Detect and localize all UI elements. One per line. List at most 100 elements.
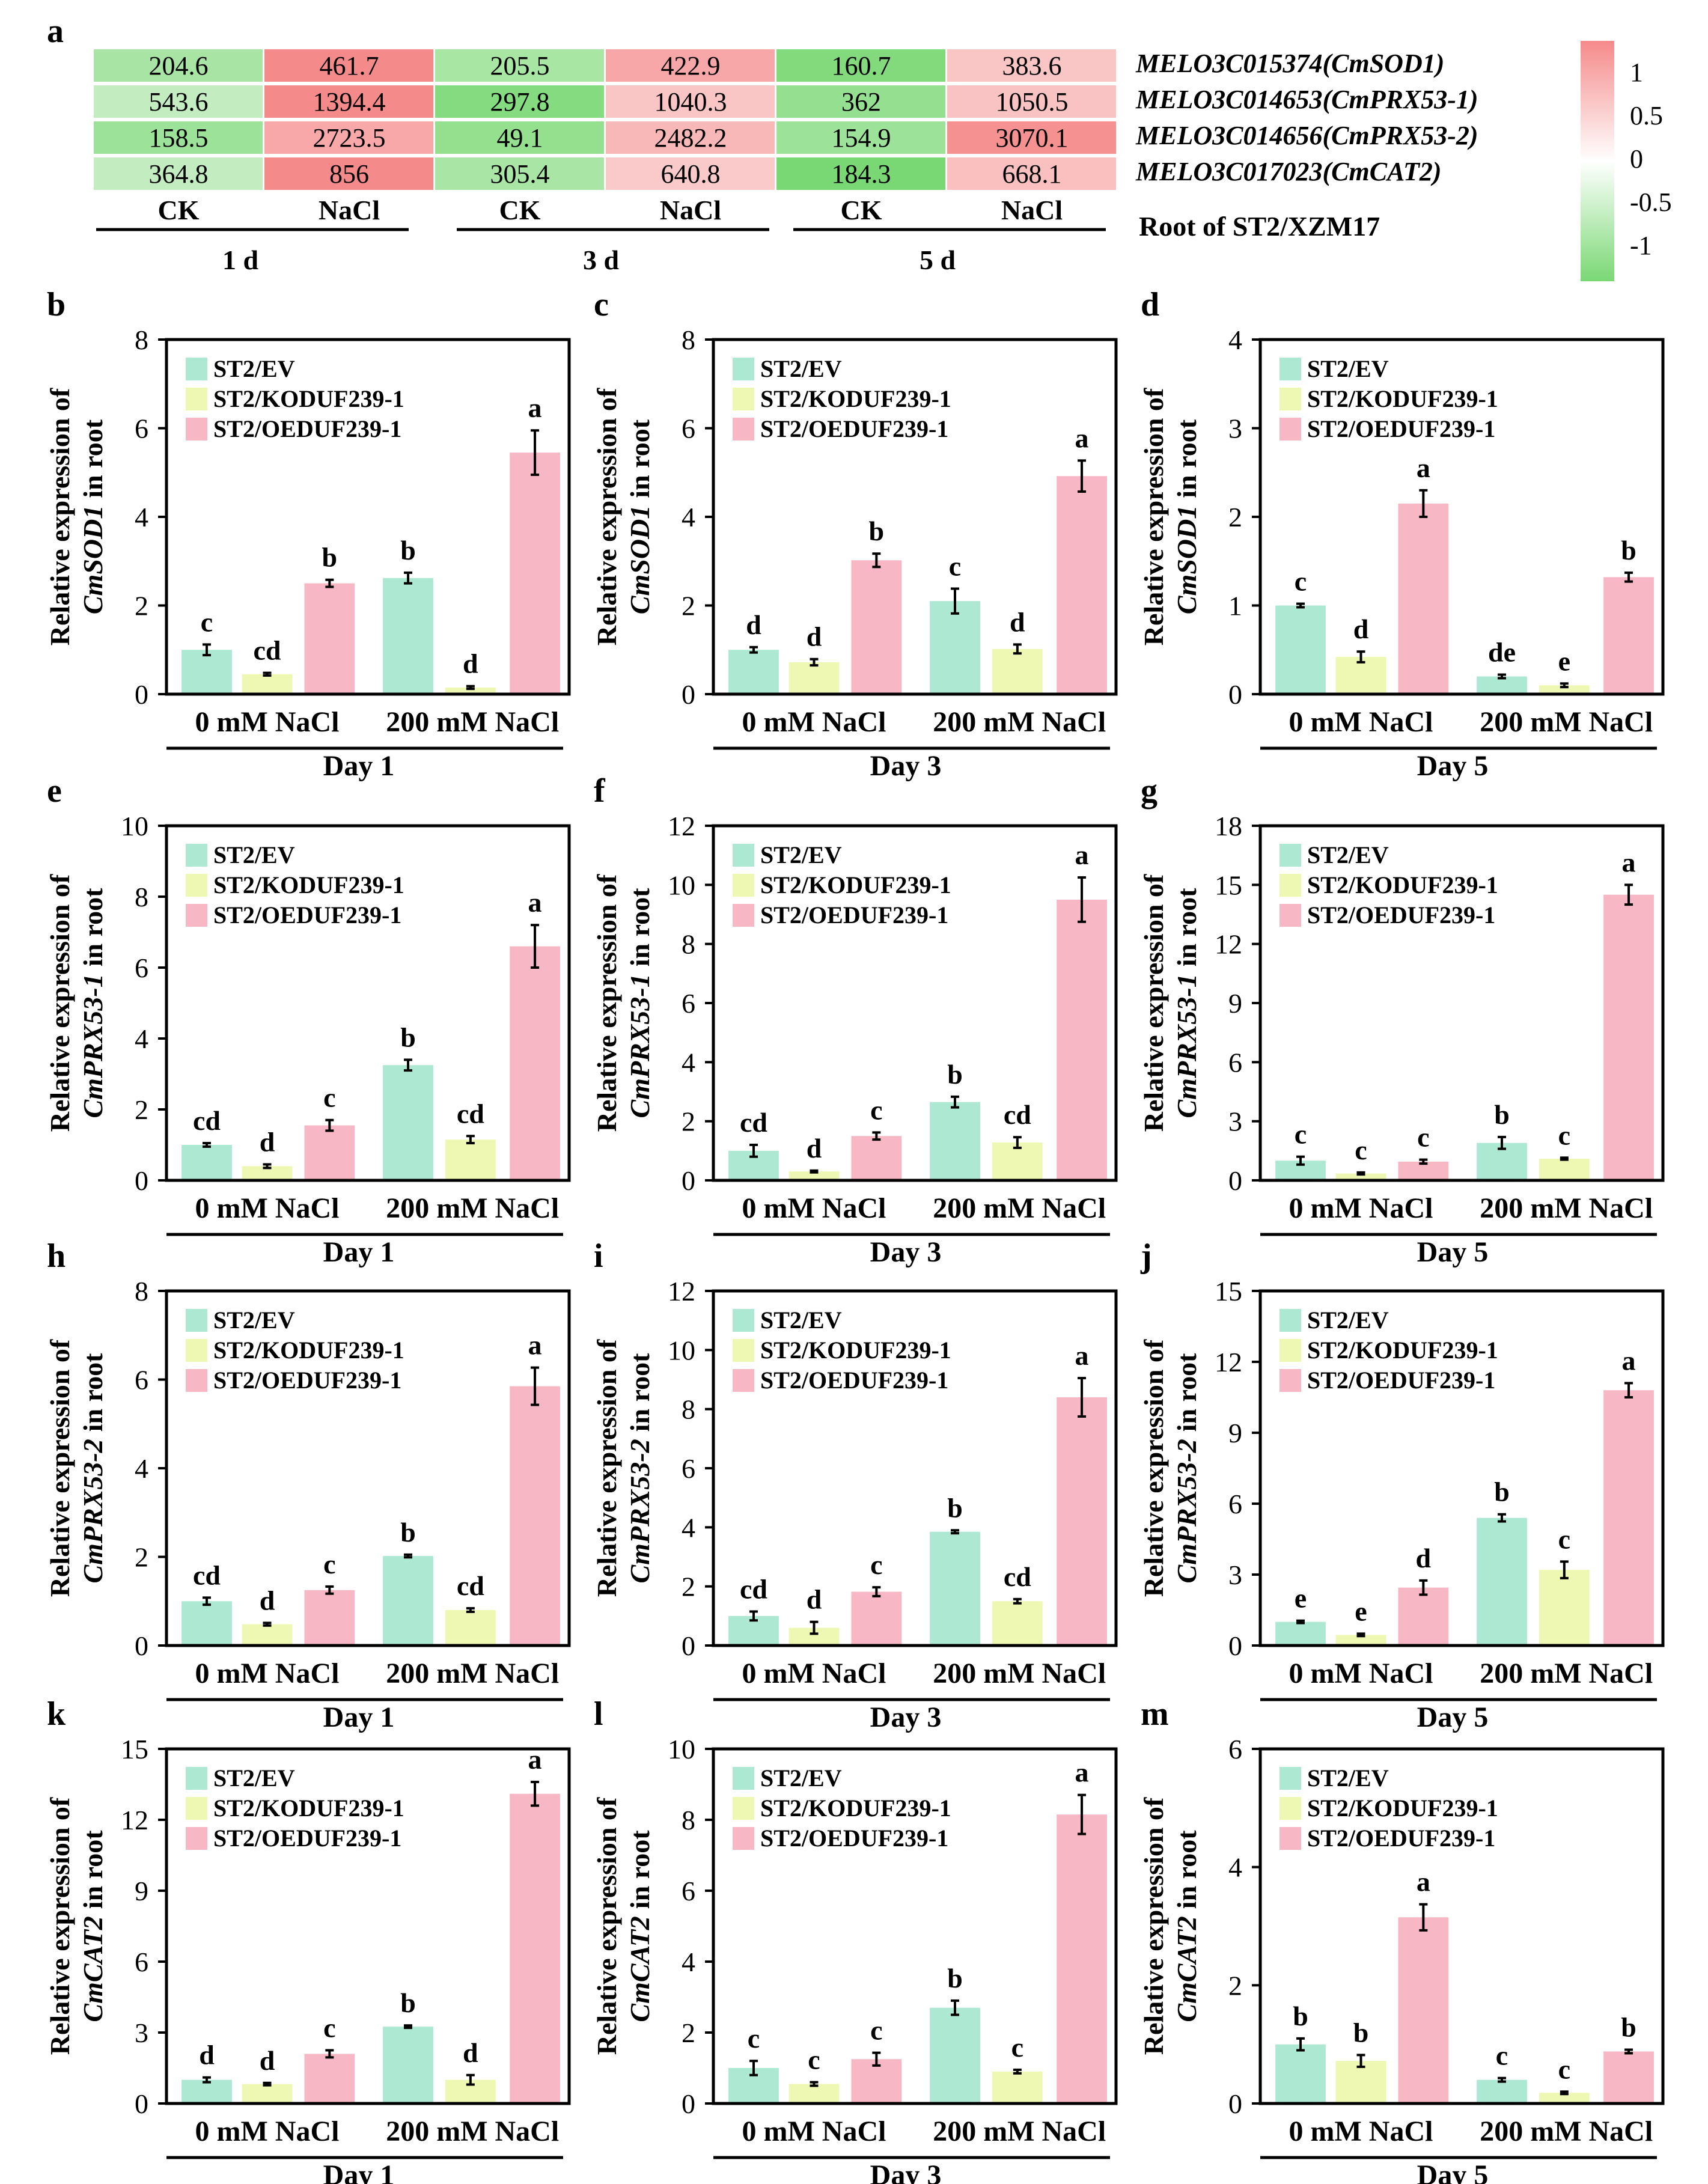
heatmap-cell-value: 1040.3 bbox=[654, 87, 727, 117]
heatmap-cell-value: 1050.5 bbox=[996, 87, 1069, 117]
legend-label: ST2/OEDUF239-1 bbox=[1307, 901, 1495, 929]
legend-label: ST2/OEDUF239-1 bbox=[760, 1825, 948, 1852]
legend-swatch bbox=[1279, 1309, 1301, 1332]
significance-letter: b bbox=[947, 1492, 963, 1523]
x-group-label: 0 mM NaCl bbox=[742, 2115, 886, 2147]
y-axis-title: Relative expression of bbox=[44, 1339, 75, 1597]
panel-letter-h: h bbox=[47, 1237, 66, 1275]
significance-letter: e bbox=[1355, 1596, 1367, 1626]
significance-letter: c bbox=[1496, 2040, 1508, 2071]
panel-letter-g: g bbox=[1141, 772, 1157, 810]
legend-swatch bbox=[1279, 358, 1301, 380]
significance-letter: e bbox=[1295, 1583, 1307, 1614]
legend-swatch bbox=[733, 874, 754, 897]
significance-letter: c bbox=[1295, 1119, 1307, 1150]
bar-st2-oeduf239-1 bbox=[1057, 476, 1107, 694]
bar-st2-ev bbox=[383, 1065, 433, 1180]
plot-frame bbox=[712, 1747, 1118, 2105]
bar-chart-panel-h: h Relative expression of CmPRX53-2 in root 0… bbox=[44, 1237, 571, 1733]
bar-st2-oeduf239-1 bbox=[851, 1136, 902, 1180]
x-group-label: 200 mM NaCl bbox=[386, 2115, 559, 2147]
y-tick-label: 6 bbox=[1228, 1047, 1242, 1078]
bar-st2-ev bbox=[1275, 605, 1326, 694]
y-axis-title: Relative expression of bbox=[1138, 1797, 1169, 2055]
y-axis-title-prefix: Relative expression of bbox=[591, 874, 622, 1132]
bar-st2-ev bbox=[930, 1531, 980, 1646]
significance-letter: d bbox=[463, 2037, 478, 2068]
legend-swatch bbox=[1279, 904, 1301, 927]
y-tick-label: 8 bbox=[135, 1276, 148, 1307]
significance-letter: c bbox=[323, 2013, 335, 2043]
heatmap-cell-value: 305.4 bbox=[490, 159, 550, 189]
plot-frame bbox=[712, 824, 1118, 1182]
heatmap-cell bbox=[606, 157, 775, 190]
y-tick-label: 0 bbox=[682, 2088, 695, 2119]
y-axis-title-suffix: in root bbox=[78, 1353, 108, 1432]
heatmap-cell bbox=[947, 85, 1116, 118]
y-tick-label: 6 bbox=[1228, 1489, 1242, 1519]
panel-letter-a: a bbox=[47, 13, 64, 50]
bar-chart-panel-i: i Relative expression of CmPRX53-2 in root 0… bbox=[591, 1237, 1118, 1733]
legend-swatch bbox=[1279, 1827, 1301, 1850]
significance-letter: b bbox=[322, 542, 338, 573]
heatmap-cell bbox=[606, 85, 775, 118]
column-label: CK bbox=[841, 195, 882, 225]
significance-letter: d bbox=[199, 2040, 215, 2070]
y-axis-gene: CmPRX53-1 bbox=[1171, 974, 1202, 1118]
significance-letter: a bbox=[1622, 847, 1636, 877]
legend-swatch bbox=[186, 1339, 207, 1362]
heatmap-cell bbox=[435, 85, 604, 118]
legend-swatch bbox=[186, 418, 207, 441]
significance-letter: c bbox=[1355, 1135, 1367, 1165]
legend-swatch bbox=[1279, 1369, 1301, 1392]
bar-st2-koduf239-1 bbox=[1539, 685, 1590, 694]
legend-swatch bbox=[186, 1827, 207, 1850]
legend-swatch bbox=[733, 1369, 754, 1392]
y-tick-label: 2 bbox=[1228, 502, 1242, 532]
y-tick-label: 9 bbox=[1228, 988, 1242, 1019]
legend-swatch bbox=[733, 1797, 754, 1820]
y-tick-label: 10 bbox=[668, 1335, 695, 1365]
colorbar-tick: 0.5 bbox=[1630, 101, 1663, 130]
bar-st2-koduf239-1 bbox=[445, 1610, 496, 1646]
legend-label: ST2/OEDUF239-1 bbox=[760, 1367, 948, 1394]
significance-letter: a bbox=[528, 887, 542, 918]
heatmap-cell-value: 1394.4 bbox=[313, 87, 386, 117]
significance-letter: a bbox=[1417, 453, 1430, 483]
y-tick-label: 4 bbox=[682, 1512, 695, 1543]
bar-st2-oeduf239-1 bbox=[1603, 1390, 1654, 1646]
significance-letter: c bbox=[1417, 1122, 1429, 1153]
heatmap-cell-value: 362 bbox=[841, 87, 881, 117]
significance-letter: b bbox=[400, 535, 416, 566]
y-axis-gene: CmSOD1 bbox=[78, 505, 108, 614]
y-tick-label: 6 bbox=[135, 413, 148, 444]
y-axis-gene: CmPRX53-2 bbox=[1171, 1439, 1202, 1583]
x-group-label: 200 mM NaCl bbox=[1480, 1658, 1653, 1689]
y-tick-label: 8 bbox=[135, 882, 148, 912]
y-axis-gene: CmPRX53-1 bbox=[78, 974, 108, 1118]
gene-label: MELO3C014653(CmPRX53-1) bbox=[1135, 85, 1478, 114]
column-label: NaCl bbox=[319, 195, 380, 225]
legend-swatch bbox=[1279, 1767, 1301, 1790]
heatmap-cell-value: 154.9 bbox=[832, 123, 891, 153]
y-axis-gene: CmPRX53-1 bbox=[624, 974, 655, 1118]
legend-label: ST2/KODUF239-1 bbox=[213, 1337, 404, 1364]
heatmap-cell-value: 49.1 bbox=[497, 123, 543, 153]
y-tick-label: 12 bbox=[668, 811, 695, 841]
plot-frame bbox=[1258, 338, 1665, 696]
x-group-label: 200 mM NaCl bbox=[1480, 2115, 1653, 2147]
heatmap-cell bbox=[264, 121, 433, 154]
heatmap-cell-value: 422.9 bbox=[661, 51, 721, 81]
x-group-label: 200 mM NaCl bbox=[933, 706, 1106, 738]
significance-letter: b bbox=[1621, 2012, 1636, 2043]
y-tick-label: 0 bbox=[682, 1165, 695, 1196]
y-tick-label: 6 bbox=[682, 1453, 695, 1484]
legend-swatch bbox=[186, 1309, 207, 1332]
legend-label: ST2/KODUF239-1 bbox=[213, 1795, 404, 1822]
y-tick-label: 12 bbox=[668, 1276, 695, 1307]
significance-letter: cd bbox=[254, 635, 281, 666]
heatmap-cell bbox=[776, 85, 945, 118]
significance-letter: c bbox=[949, 551, 961, 581]
significance-letter: b bbox=[947, 1963, 963, 1993]
